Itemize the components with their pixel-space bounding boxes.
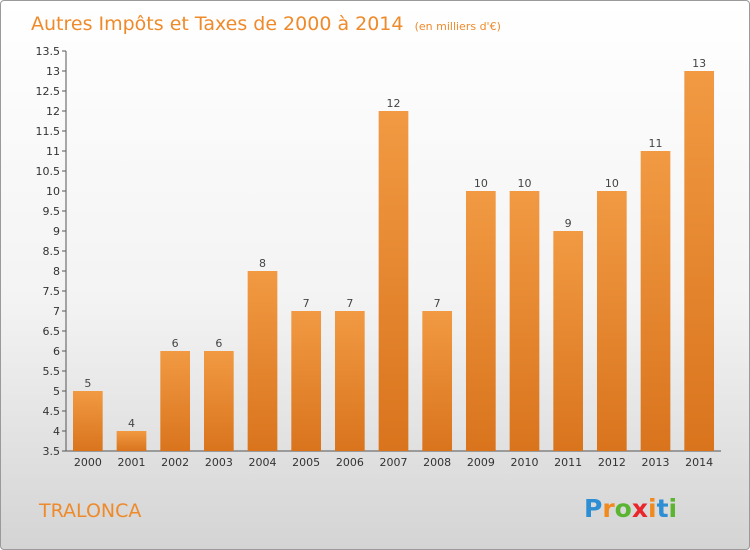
bar-value-label: 8: [259, 257, 266, 270]
x-tick-label: 2007: [380, 456, 408, 469]
y-tick-label: 10.5: [36, 165, 61, 178]
commune-name: TRALONCA: [38, 500, 141, 522]
y-tick-label: 9: [53, 225, 60, 238]
y-tick-label: 9.5: [43, 205, 61, 218]
y-tick-label: 10: [46, 185, 60, 198]
y-tick-label: 12: [46, 105, 60, 118]
y-tick-label: 13.5: [36, 45, 61, 58]
y-tick-label: 5: [53, 385, 60, 398]
x-tick-label: 2000: [74, 456, 102, 469]
bar-value-label: 10: [605, 177, 619, 190]
x-tick-label: 2012: [598, 456, 626, 469]
bar-value-label: 10: [518, 177, 532, 190]
logo-letter: i: [648, 494, 657, 523]
y-tick-label: 11: [46, 145, 60, 158]
bar-2009: [465, 191, 496, 451]
bar-value-label: 12: [387, 97, 401, 110]
x-tick-label: 2003: [205, 456, 233, 469]
bar-2014: [684, 71, 715, 451]
bar-value-label: 4: [128, 417, 135, 430]
y-tick-label: 8.5: [43, 245, 61, 258]
bar-2000: [72, 391, 103, 451]
x-tick-label: 2001: [118, 456, 146, 469]
bar-2005: [291, 311, 322, 451]
bar-value-label: 6: [172, 337, 179, 350]
bar-value-label: 6: [215, 337, 222, 350]
bar-value-label: 13: [692, 57, 706, 70]
y-tick-label: 3.5: [43, 445, 61, 458]
bar-2010: [509, 191, 540, 451]
title-text: Autres Impôts et Taxes de 2000 à 2014: [31, 13, 404, 35]
logo-letter: P: [584, 494, 602, 523]
bar-2006: [334, 311, 365, 451]
y-tick-label: 7.5: [43, 285, 61, 298]
x-tick-label: 2009: [467, 456, 495, 469]
y-tick-label: 6.5: [43, 325, 61, 338]
subtitle-text: (en milliers d'€): [415, 20, 501, 33]
y-tick-label: 5.5: [43, 365, 61, 378]
bar-2003: [203, 351, 234, 451]
y-axis-ticks: 3.5 4 4.5 5 5.5 6 6.5 7 7.5 8 8.5 9 9.5 10 10.5 11 11.5 1…: [36, 45, 66, 458]
x-tick-label: 2004: [249, 456, 277, 469]
y-tick-label: 7: [53, 305, 60, 318]
x-tick-label: 2013: [642, 456, 670, 469]
bar-value-label: 7: [346, 297, 353, 310]
logo-letter: i: [669, 494, 678, 523]
chart-title: Autres Impôts et Taxes de 2000 à 2014 (e…: [31, 13, 501, 35]
bar-2004: [247, 271, 278, 451]
bar-value-label: 7: [434, 297, 441, 310]
x-tick-label: 2010: [511, 456, 539, 469]
logo-letter: r: [602, 494, 615, 523]
y-tick-label: 6: [53, 345, 60, 358]
x-tick-label: 2014: [685, 456, 713, 469]
y-tick-label: 12.5: [36, 85, 61, 98]
x-tick-label: 2002: [161, 456, 189, 469]
bar-value-label: 5: [84, 377, 91, 390]
bar-2002: [160, 351, 191, 451]
bar-value-label: 11: [649, 137, 663, 150]
y-tick-label: 13: [46, 65, 60, 78]
bar-2011: [553, 231, 584, 451]
x-tick-label: 2005: [292, 456, 320, 469]
bar-value-label: 10: [474, 177, 488, 190]
bars: 5 4 6 6 8 7 7 12 7 10 10 9 10 11 13: [72, 57, 715, 451]
bar-2012: [596, 191, 627, 451]
x-tick-label: 2011: [554, 456, 582, 469]
proxiti-logo: Proxiti: [584, 494, 677, 523]
x-tick-label: 2008: [423, 456, 451, 469]
x-axis-ticks: 2000 2001 2002 2003 2004 2005 2006 2007 2008 2009…: [74, 456, 713, 469]
logo-letter: x: [632, 494, 648, 523]
y-tick-label: 8: [53, 265, 60, 278]
logo-letter: o: [615, 494, 632, 523]
bar-2013: [640, 151, 671, 451]
x-tick-label: 2006: [336, 456, 364, 469]
y-tick-label: 4.5: [43, 405, 61, 418]
logo-letter: t: [657, 494, 669, 523]
bar-value-label: 7: [303, 297, 310, 310]
bar-2008: [422, 311, 453, 451]
bar-value-label: 9: [565, 217, 572, 230]
y-tick-label: 11.5: [36, 125, 61, 138]
bar-2007: [378, 111, 409, 451]
bar-2001: [116, 431, 147, 451]
y-tick-label: 4: [53, 425, 60, 438]
